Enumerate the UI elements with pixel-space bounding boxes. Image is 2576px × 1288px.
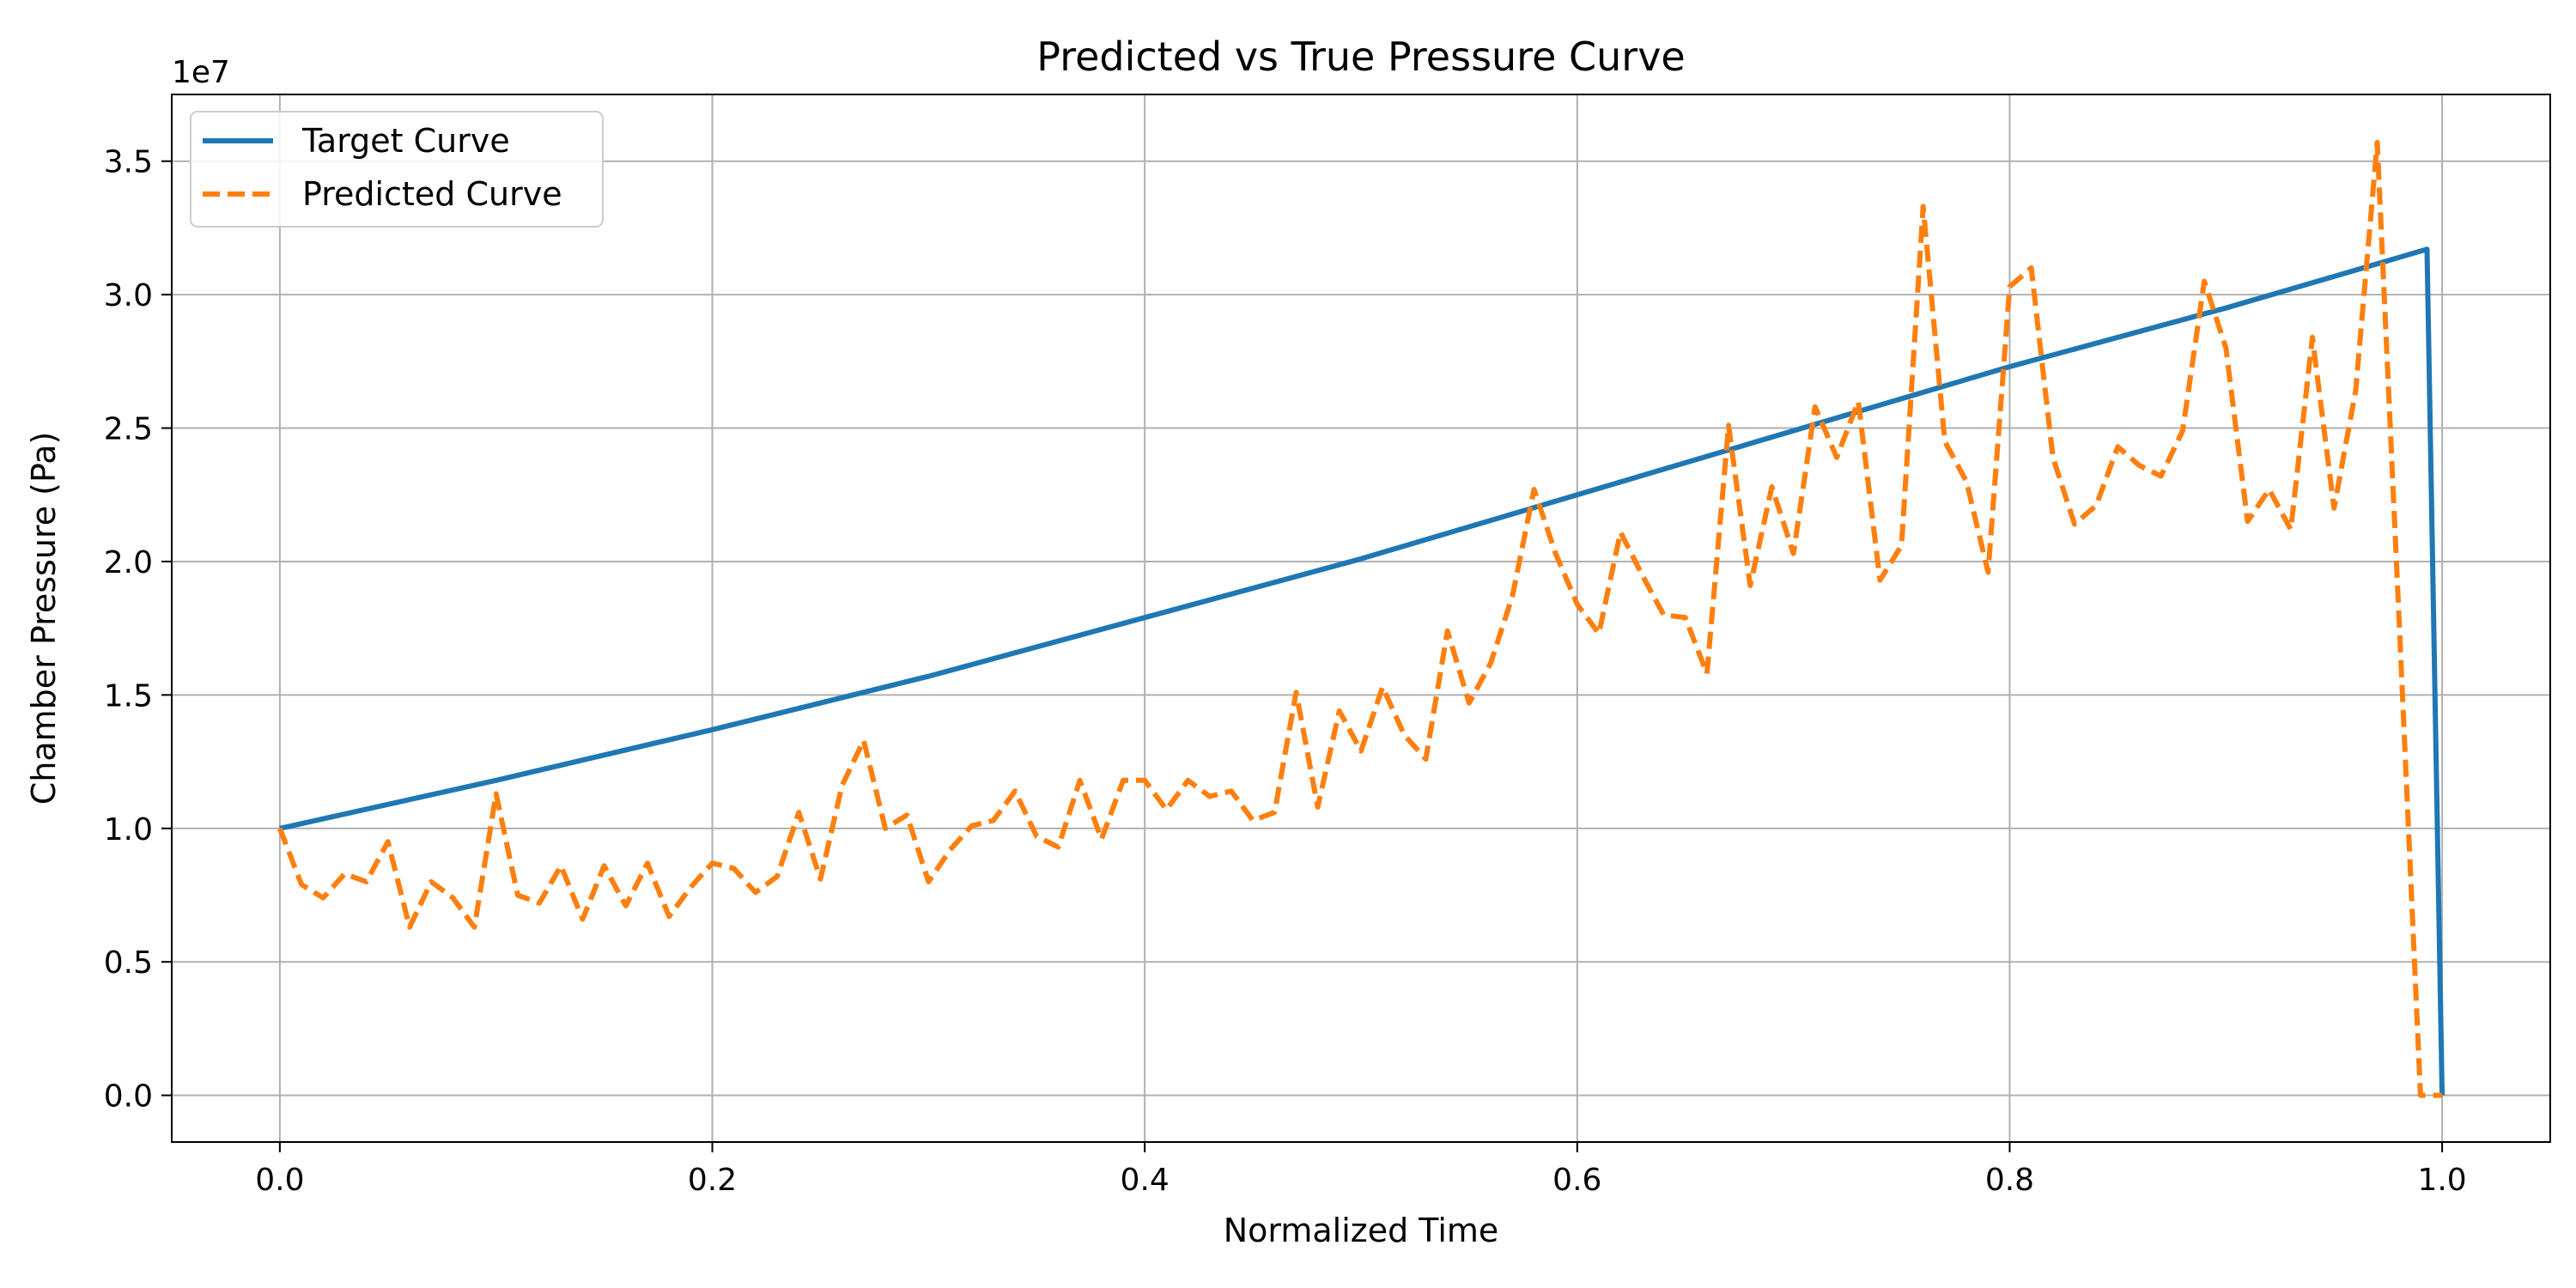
legend-label: Predicted Curve [302,175,562,213]
x-axis-label: Normalized Time [1224,1212,1499,1249]
legend: Target Curve Predicted Curve [190,111,604,228]
y-tick-label: 3.5 [104,145,153,180]
plot-frame [171,94,2551,1143]
x-tick-label: 0.6 [1552,1163,1601,1198]
y-tick-label: 1.0 [104,812,153,848]
series-line-predicted-curve [277,139,2443,1098]
x-tick-label: 1.0 [2417,1163,2466,1198]
x-tick-label: 0.4 [1121,1163,1170,1198]
y-tick-label: 3.0 [104,278,153,313]
series-line-target-curve [279,246,2445,1096]
y-tick-label: 0.5 [104,945,153,981]
x-tick-label: 0.0 [255,1163,304,1198]
y-axis-offset-label: 1e7 [172,55,230,90]
x-tick-label: 0.2 [688,1163,737,1198]
y-tick-label: 0.0 [104,1079,153,1115]
x-tick-label: 0.8 [1985,1163,2034,1198]
chart-title: Predicted vs True Pressure Curve [1036,33,1685,80]
grid [172,94,2550,1142]
y-tick-label: 2.0 [104,545,153,580]
x-axis-ticks: 0.0 0.2 0.4 0.6 0.8 1.0 [255,1142,2467,1198]
y-tick-label: 2.5 [104,412,153,447]
legend-box [190,111,604,228]
y-tick-label: 1.5 [104,678,153,714]
legend-label: Target Curve [301,122,510,160]
y-axis-ticks: 0.0 0.5 1.0 1.5 2.0 2.5 3.0 3.5 [104,145,172,1115]
plot-series [277,139,2445,1098]
y-axis-label: Chamber Pressure (Pa) [25,432,63,805]
